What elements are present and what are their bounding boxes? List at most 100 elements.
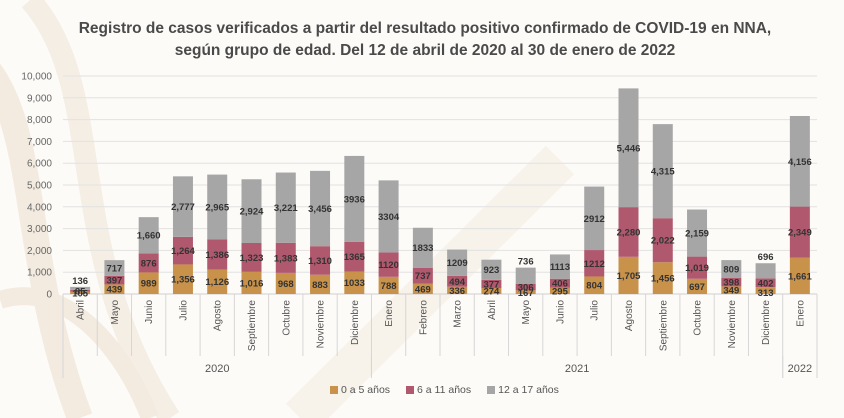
data-label: 439 [106,285,122,296]
data-label: 989 [141,279,157,290]
bar-segment [447,275,468,287]
bar-segment [755,287,776,294]
data-label: 1,383 [274,253,298,264]
bar-segment [584,276,605,294]
data-label: 85 [75,286,86,297]
data-label: 968 [278,279,294,290]
legend-label: 12 a 17 años [498,384,559,396]
y-tick-label: 2,000 [27,246,52,257]
bar-segment [549,254,570,279]
data-label: 1,661 [788,271,812,282]
y-tick-label: 4,000 [27,202,52,213]
month-label: Septiembre [658,300,669,352]
month-label: Agosto [213,300,224,332]
bar-segment [241,243,262,272]
data-label: 2,965 [205,202,229,213]
month-label: Enero [795,300,806,327]
bar-segment [515,290,536,294]
data-label: 2,022 [651,236,675,247]
month-label: Noviembre [316,300,327,349]
bar-segment [104,275,125,285]
data-label: 3,456 [308,204,332,215]
data-label: 1,310 [308,256,332,267]
data-label: 402 [758,278,774,289]
data-label: 1209 [447,258,468,269]
bar-segment [481,279,502,289]
legend-item: 0 a 5 años [330,384,390,396]
data-label: 1,323 [240,253,264,264]
bar-segment [721,260,742,278]
data-label: 809 [723,264,739,275]
data-label: 167 [518,288,534,299]
data-label: 737 [415,271,431,282]
data-label: 1,264 [171,246,195,257]
month-label: Septiembre [247,300,258,352]
bar-segment [412,267,433,284]
data-label: 313 [758,288,774,299]
month-label: Febrero [418,300,429,335]
bar-segment [70,291,91,294]
y-tick-label: 7,000 [27,137,52,148]
month-label: Enero [384,300,395,327]
bar-segment [447,286,468,294]
bar-segment [721,286,742,294]
chart-title: Registro de casos verificados a partir d… [78,20,772,59]
data-label: 105 [72,288,89,299]
data-label: 717 [106,263,122,274]
month-label: Noviembre [727,300,738,349]
bar-segment [275,172,296,243]
month-label: Julio [178,300,189,321]
bar-segment [549,278,570,288]
bar-segment [378,180,399,253]
data-label: 1120 [378,260,399,271]
bar-segment [481,288,502,294]
data-label: 406 [552,279,568,290]
data-label: 3304 [378,212,400,223]
bar-segment [275,242,296,273]
legend-label: 6 a 11 años [417,384,472,396]
data-label: 377 [483,279,499,290]
data-label: 306 [518,283,534,294]
data-label: 1365 [344,252,366,263]
data-label: 136 [72,276,88,287]
data-label: 336 [449,286,465,297]
data-label: 696 [758,252,774,263]
bar-segment [378,276,399,294]
month-label: Mayo [521,300,532,325]
data-label: 3,221 [274,203,298,214]
y-tick-label: 3,000 [27,224,52,235]
data-label: 1,126 [205,277,229,288]
data-label: 1833 [412,243,433,254]
bar-segment [138,217,159,254]
bar-segment [207,239,228,270]
bar-segment [515,267,536,284]
data-label: 274 [483,287,500,298]
data-label: 1,019 [685,263,709,274]
y-tick-label: 6,000 [27,159,52,170]
legend-swatch [487,386,496,394]
data-label: 2,280 [617,227,641,238]
data-label: 2,924 [240,207,264,218]
bar-segment [207,174,228,240]
bar-segment [447,249,468,276]
y-tick-label: 9,000 [27,93,52,104]
bar-segment [412,227,433,268]
bar-segment [378,252,399,277]
data-label: 876 [141,258,157,269]
bar-segment [138,272,159,294]
data-label: 1033 [344,278,365,289]
bar-segment [275,272,296,294]
data-label: 295 [552,286,569,297]
data-label: 4,156 [788,157,812,168]
data-label: 494 [449,277,466,288]
month-label: Octubre [281,300,292,336]
bar-segment [310,246,331,275]
month-label: Diciembre [350,300,361,345]
bar-segment [755,278,776,288]
bar-segment [789,206,810,258]
legend-swatch [406,386,415,394]
data-label: 1,016 [240,278,264,289]
bar-segment [584,186,605,251]
month-label: Mayo [110,300,121,325]
